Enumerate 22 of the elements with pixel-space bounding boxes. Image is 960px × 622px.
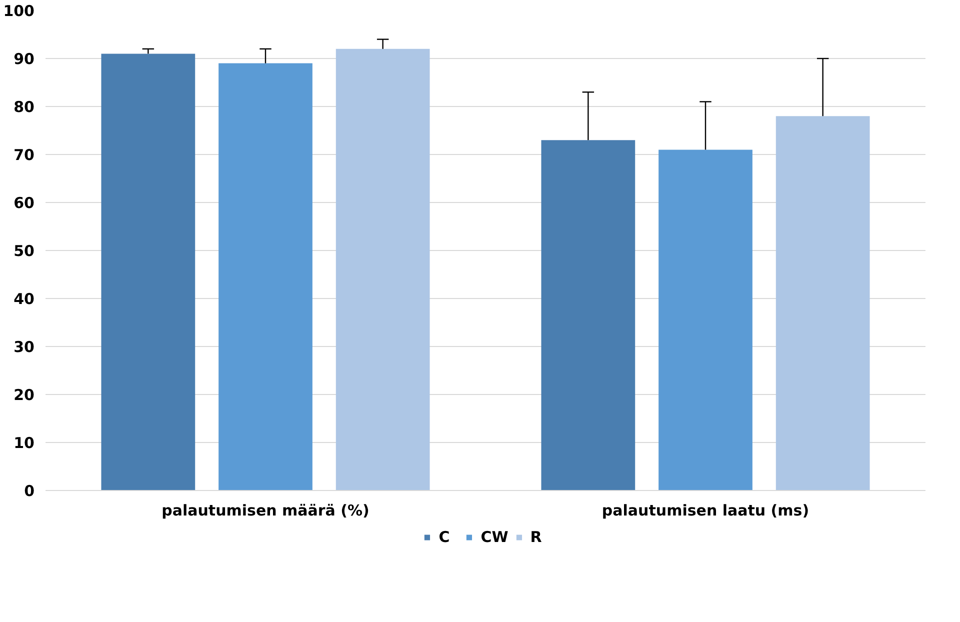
bar xyxy=(658,150,752,490)
y-tick-label: 100 xyxy=(3,2,34,20)
y-tick-label: 40 xyxy=(14,290,34,308)
legend-label: C xyxy=(438,528,451,546)
y-tick-label: 20 xyxy=(14,386,34,404)
legend-label: CW xyxy=(480,528,508,546)
legend-label: R xyxy=(530,528,543,546)
bar xyxy=(776,116,870,490)
bar xyxy=(101,54,196,490)
x-tick-label: palautumisen laatu (ms) xyxy=(602,502,810,520)
y-tick-label: 60 xyxy=(14,194,34,212)
y-tick-label: 70 xyxy=(14,146,34,164)
bar xyxy=(541,140,636,490)
y-tick-label: 30 xyxy=(14,338,34,356)
y-tick-label: 10 xyxy=(14,434,34,452)
y-tick-label: 0 xyxy=(24,482,34,500)
bar xyxy=(336,48,430,490)
x-tick-label: palautumisen määrä (%) xyxy=(162,502,370,520)
bar xyxy=(218,63,312,490)
y-tick-label: 50 xyxy=(14,242,34,260)
y-tick-label: 80 xyxy=(14,98,34,116)
y-tick-label: 90 xyxy=(14,50,34,68)
